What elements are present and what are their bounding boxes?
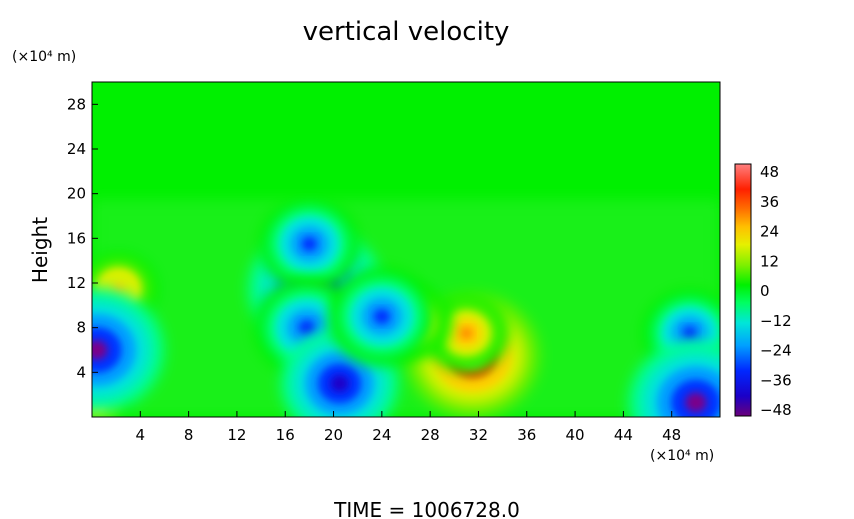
y-axis-label: Height bbox=[28, 217, 52, 283]
chart-title: vertical velocity bbox=[303, 17, 510, 47]
y-tick-label: 20 bbox=[67, 185, 86, 203]
downdraft-cell bbox=[328, 267, 435, 366]
colorbar-tick-label: −36 bbox=[760, 371, 792, 389]
y-tick-label: 24 bbox=[67, 140, 86, 158]
colorbar-tick-label: −24 bbox=[760, 342, 792, 360]
contour-level bbox=[298, 319, 316, 336]
colorbar-tick-label: −48 bbox=[760, 401, 792, 419]
x-tick-label: 40 bbox=[566, 426, 585, 444]
downdraft-cell bbox=[259, 197, 360, 291]
x-tick-label: 24 bbox=[372, 426, 391, 444]
contour-level bbox=[685, 392, 707, 413]
x-unit-label: (×10⁴ m) bbox=[650, 448, 714, 464]
colorbar-ticks: 48 36 24 12 0 −12 −24 −36 −48 bbox=[760, 163, 792, 419]
x-tick-label: 12 bbox=[227, 426, 246, 444]
velocity-field bbox=[92, 82, 720, 417]
colorbar-tick-label: 24 bbox=[760, 223, 779, 241]
y-tick-label: 16 bbox=[67, 229, 86, 247]
y-unit-label: (×10⁴ m) bbox=[12, 49, 76, 65]
contour-level bbox=[92, 340, 108, 360]
y-axis: 4 8 12 16 20 24 28 bbox=[67, 95, 98, 381]
colorbar-tick-label: 36 bbox=[760, 193, 779, 211]
x-tick-label: 28 bbox=[421, 426, 440, 444]
time-footer: TIME = 1006728.0 bbox=[333, 498, 520, 519]
colorbar-tick-label: −12 bbox=[760, 312, 792, 330]
x-tick-label: 20 bbox=[324, 426, 343, 444]
colorbar-tick-label: 0 bbox=[760, 282, 770, 300]
colorbar bbox=[734, 163, 752, 417]
downdraft-cell bbox=[92, 287, 164, 413]
contour-level bbox=[682, 326, 698, 341]
colorbar-tick-label: 12 bbox=[760, 252, 779, 270]
colorbar-tick-label: 48 bbox=[760, 163, 779, 181]
x-tick-label: 32 bbox=[469, 426, 488, 444]
y-tick-label: 8 bbox=[76, 319, 86, 337]
contour-level bbox=[301, 236, 318, 252]
x-tick-label: 16 bbox=[276, 426, 295, 444]
y-tick-label: 4 bbox=[76, 363, 86, 381]
downdraft-cell bbox=[628, 340, 720, 417]
x-tick-label: 8 bbox=[184, 426, 194, 444]
x-axis: 4 8 12 16 20 24 28 32 36 40 44 48 bbox=[136, 411, 681, 444]
x-tick-label: 48 bbox=[662, 426, 681, 444]
plot-frame bbox=[91, 81, 721, 418]
x-tick-label: 44 bbox=[614, 426, 633, 444]
contour-level bbox=[373, 308, 391, 325]
x-tick-label: 4 bbox=[136, 426, 146, 444]
y-tick-label: 28 bbox=[67, 95, 86, 113]
y-tick-label: 12 bbox=[67, 274, 86, 292]
x-tick-label: 36 bbox=[517, 426, 536, 444]
contour-level bbox=[330, 374, 349, 393]
contour-level bbox=[459, 327, 474, 340]
